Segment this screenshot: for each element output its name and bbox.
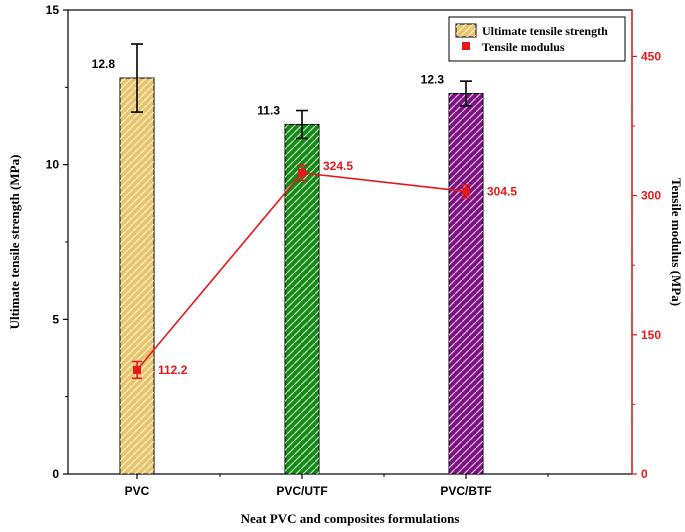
legend-box — [448, 16, 626, 62]
left-axis-ticks: 0 5 10 15 — [46, 3, 68, 481]
legend-label-tensile-modulus: Tensile modulus — [482, 40, 565, 54]
bar-hatch-PVC/UTF — [285, 124, 319, 474]
bar-value-label-PVC: 12.8 — [92, 57, 116, 71]
y-right-tick-label-450: 450 — [641, 49, 661, 63]
y-left-axis-title: Ultimate tensile strength (MPa) — [7, 155, 22, 330]
bar-series: 12.8 11.3 12.3 — [92, 43, 484, 475]
y-right-tick-label-0: 0 — [641, 467, 648, 481]
y-right-axis-title: Tensile modulus (MPa) — [669, 178, 684, 306]
legend-bar-swatch-hatch — [456, 24, 476, 37]
x-tick-label-PVC/BTF: PVC/BTF — [440, 484, 491, 498]
legend-label-tensile-strength: Ultimate tensile strength — [482, 24, 608, 38]
bar-value-label-PVC/UTF: 11.3 — [257, 103, 280, 117]
x-tick-label-PVC: PVC — [125, 484, 150, 498]
y-right-tick-label-300: 300 — [641, 189, 661, 203]
y-left-tick-label-15: 15 — [46, 3, 60, 17]
right-axis-ticks: 0 150 300 450 — [632, 49, 661, 481]
x-tick-label-PVC/UTF: PVC/UTF — [276, 484, 327, 498]
bar-value-label-PVC/BTF: 12.3 — [421, 73, 445, 87]
y-right-tick-label-150: 150 — [641, 328, 661, 342]
legend: Ultimate tensile strength Tensile modulu… — [448, 16, 626, 62]
modulus-point-PVC/UTF — [298, 168, 306, 177]
x-axis-ticks: PVC PVC/UTF PVC/BTF — [125, 474, 549, 498]
modulus-series: 112.2 324.5 304.5 — [132, 159, 517, 379]
bar-hatch-PVC — [120, 78, 154, 474]
y-left-tick-label-0: 0 — [52, 467, 59, 481]
y-left-tick-label-10: 10 — [46, 158, 60, 172]
modulus-value-label-PVC/UTF: 324.5 — [323, 159, 353, 173]
modulus-value-label-PVC: 112.2 — [158, 363, 188, 377]
modulus-value-label-PVC/BTF: 304.5 — [487, 184, 517, 198]
bar-hatch-PVC/BTF — [449, 93, 483, 475]
modulus-point-PVC/BTF — [462, 187, 470, 196]
x-axis-title: Neat PVC and composites formulations — [241, 511, 460, 526]
legend-modulus-marker — [462, 42, 470, 50]
y-left-tick-label-5: 5 — [52, 312, 59, 326]
modulus-point-PVC — [133, 365, 141, 374]
